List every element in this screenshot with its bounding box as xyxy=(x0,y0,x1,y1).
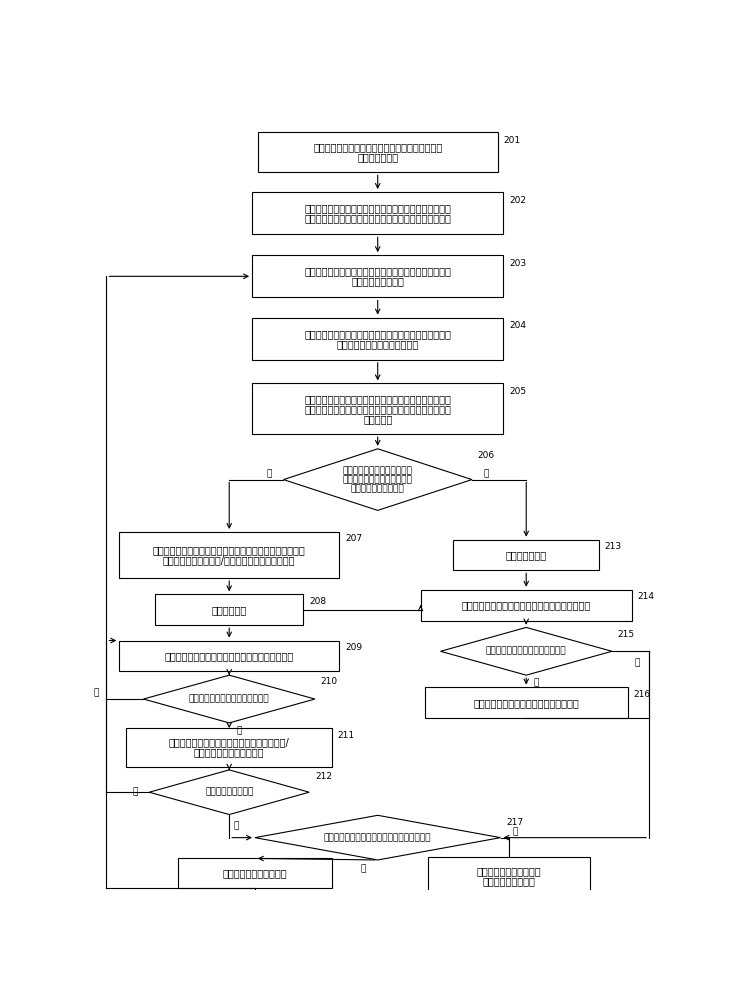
Text: 201: 201 xyxy=(503,136,520,145)
Text: 215: 215 xyxy=(618,630,635,639)
Text: 各项指标分别计算服务器集群各历史时间段的历史业务量: 各项指标分别计算服务器集群各历史时间段的历史业务量 xyxy=(304,213,451,223)
Text: 相关的各项指标: 相关的各项指标 xyxy=(357,152,398,162)
Text: 服务质量是否超出预设的承受范围: 服务质量是否超出预设的承受范围 xyxy=(189,695,270,704)
Bar xyxy=(119,532,339,578)
Text: 205: 205 xyxy=(509,387,526,396)
Text: 是: 是 xyxy=(237,726,242,735)
Polygon shape xyxy=(149,770,310,815)
Text: 控制设备根据修正后的下一时间段的业务量调整服务器集群: 控制设备根据修正后的下一时间段的业务量调整服务器集群 xyxy=(153,545,306,555)
Text: 否: 否 xyxy=(360,865,366,874)
Bar xyxy=(258,132,497,172)
Text: 的下一时间段的业务量: 的下一时间段的业务量 xyxy=(351,484,405,493)
Text: 保持历史最大业务量不变: 保持历史最大业务量不变 xyxy=(223,868,287,878)
Text: 服务器全速运行: 服务器全速运行 xyxy=(506,550,547,560)
Bar xyxy=(453,540,599,570)
Bar xyxy=(127,728,332,767)
Text: 控制设备告警需要增加运行的服务器数量: 控制设备告警需要增加运行的服务器数量 xyxy=(473,698,579,708)
Bar xyxy=(421,590,632,620)
Text: 217: 217 xyxy=(506,818,523,827)
Bar xyxy=(178,858,332,888)
Text: 对下一时间段的业务量进行修正，获得修正后的下一时间: 对下一时间段的业务量进行修正，获得修正后的下一时间 xyxy=(304,404,451,414)
Text: 段的业务量: 段的业务量 xyxy=(363,414,392,424)
Text: 服务质量是否超出预设的承受范围: 服务质量是否超出预设的承受范围 xyxy=(486,647,567,656)
Polygon shape xyxy=(441,627,612,675)
Bar xyxy=(119,641,339,671)
Polygon shape xyxy=(255,815,500,860)
Bar xyxy=(425,687,628,718)
Text: 否: 否 xyxy=(635,658,640,667)
Text: 进一步调整服务器集群中运行的服务器数量和/: 进一步调整服务器集群中运行的服务器数量和/ xyxy=(169,738,290,748)
Text: 214: 214 xyxy=(638,592,654,601)
Bar xyxy=(252,192,503,234)
Text: 进行业务迁移: 进行业务迁移 xyxy=(212,605,247,615)
Text: 控制设备监控服务器集群中的每项业务的服务质量: 控制设备监控服务器集群中的每项业务的服务质量 xyxy=(164,651,294,661)
Text: 中运行的服务器数量和/或运行的服务器的工作状态: 中运行的服务器数量和/或运行的服务器的工作状态 xyxy=(163,555,296,565)
Text: 是: 是 xyxy=(534,678,539,687)
Text: 将历史最大业务量更新为: 将历史最大业务量更新为 xyxy=(477,866,542,876)
Text: 206: 206 xyxy=(478,451,495,460)
Text: 控制设备根据服务器集群各历史时间段的历史业务量预测: 控制设备根据服务器集群各历史时间段的历史业务量预测 xyxy=(304,329,451,339)
Text: 202: 202 xyxy=(509,196,526,205)
Text: 下一时间段的业务量是否大于历史最大业务量: 下一时间段的业务量是否大于历史最大业务量 xyxy=(324,833,431,842)
Text: 确定历史最大业务量: 确定历史最大业务量 xyxy=(352,276,404,286)
Text: 控制设备利用下一时间段所属的日期分类对应的修正系数: 控制设备利用下一时间段所属的日期分类对应的修正系数 xyxy=(304,394,451,404)
Text: 209: 209 xyxy=(345,643,362,652)
Text: 大业务量是否大于等于修正后: 大业务量是否大于等于修正后 xyxy=(343,475,413,484)
Polygon shape xyxy=(144,675,315,723)
Text: 207: 207 xyxy=(345,534,362,543)
Text: 控制设备监控服务器集群中的每项业务的服务质量: 控制设备监控服务器集群中的每项业务的服务质量 xyxy=(461,600,591,610)
Text: 控制设备保存服务器集群各历史时间段的历史业务量，并: 控制设备保存服务器集群各历史时间段的历史业务量，并 xyxy=(304,266,451,276)
Text: 212: 212 xyxy=(315,772,332,781)
Text: 服务器是否全速运行: 服务器是否全速运行 xyxy=(205,788,254,797)
Text: 213: 213 xyxy=(605,542,622,551)
Text: 是: 是 xyxy=(483,469,489,478)
Bar xyxy=(155,594,304,625)
Bar xyxy=(252,255,503,297)
Text: 控制设备收集服务器集群各历史时间段的与业务量: 控制设备收集服务器集群各历史时间段的与业务量 xyxy=(313,142,442,152)
Text: 216: 216 xyxy=(633,690,651,699)
Text: 否: 否 xyxy=(94,688,99,697)
Text: 210: 210 xyxy=(321,677,338,686)
Text: 是: 是 xyxy=(512,827,517,836)
Bar xyxy=(252,383,503,434)
Bar xyxy=(252,318,503,360)
Text: 下一时间段的业务量: 下一时间段的业务量 xyxy=(483,876,536,886)
Text: 或运行的服务器的工作状态: 或运行的服务器的工作状态 xyxy=(194,748,265,758)
Polygon shape xyxy=(284,449,472,510)
Text: 控制设备比较计算出的历史最: 控制设备比较计算出的历史最 xyxy=(343,466,413,475)
Text: 服务器集群下一时间段的业务量: 服务器集群下一时间段的业务量 xyxy=(337,339,419,349)
Bar xyxy=(427,857,590,895)
Text: 控制设备利用服务器集群各历史时间段的与业务量相关的: 控制设备利用服务器集群各历史时间段的与业务量相关的 xyxy=(304,203,451,213)
Text: 204: 204 xyxy=(509,321,526,330)
Text: 203: 203 xyxy=(509,259,526,268)
Text: 是: 是 xyxy=(234,822,239,831)
Text: 否: 否 xyxy=(267,469,272,478)
Text: 211: 211 xyxy=(338,731,354,740)
Text: 208: 208 xyxy=(310,597,326,606)
Text: 否: 否 xyxy=(132,788,138,797)
